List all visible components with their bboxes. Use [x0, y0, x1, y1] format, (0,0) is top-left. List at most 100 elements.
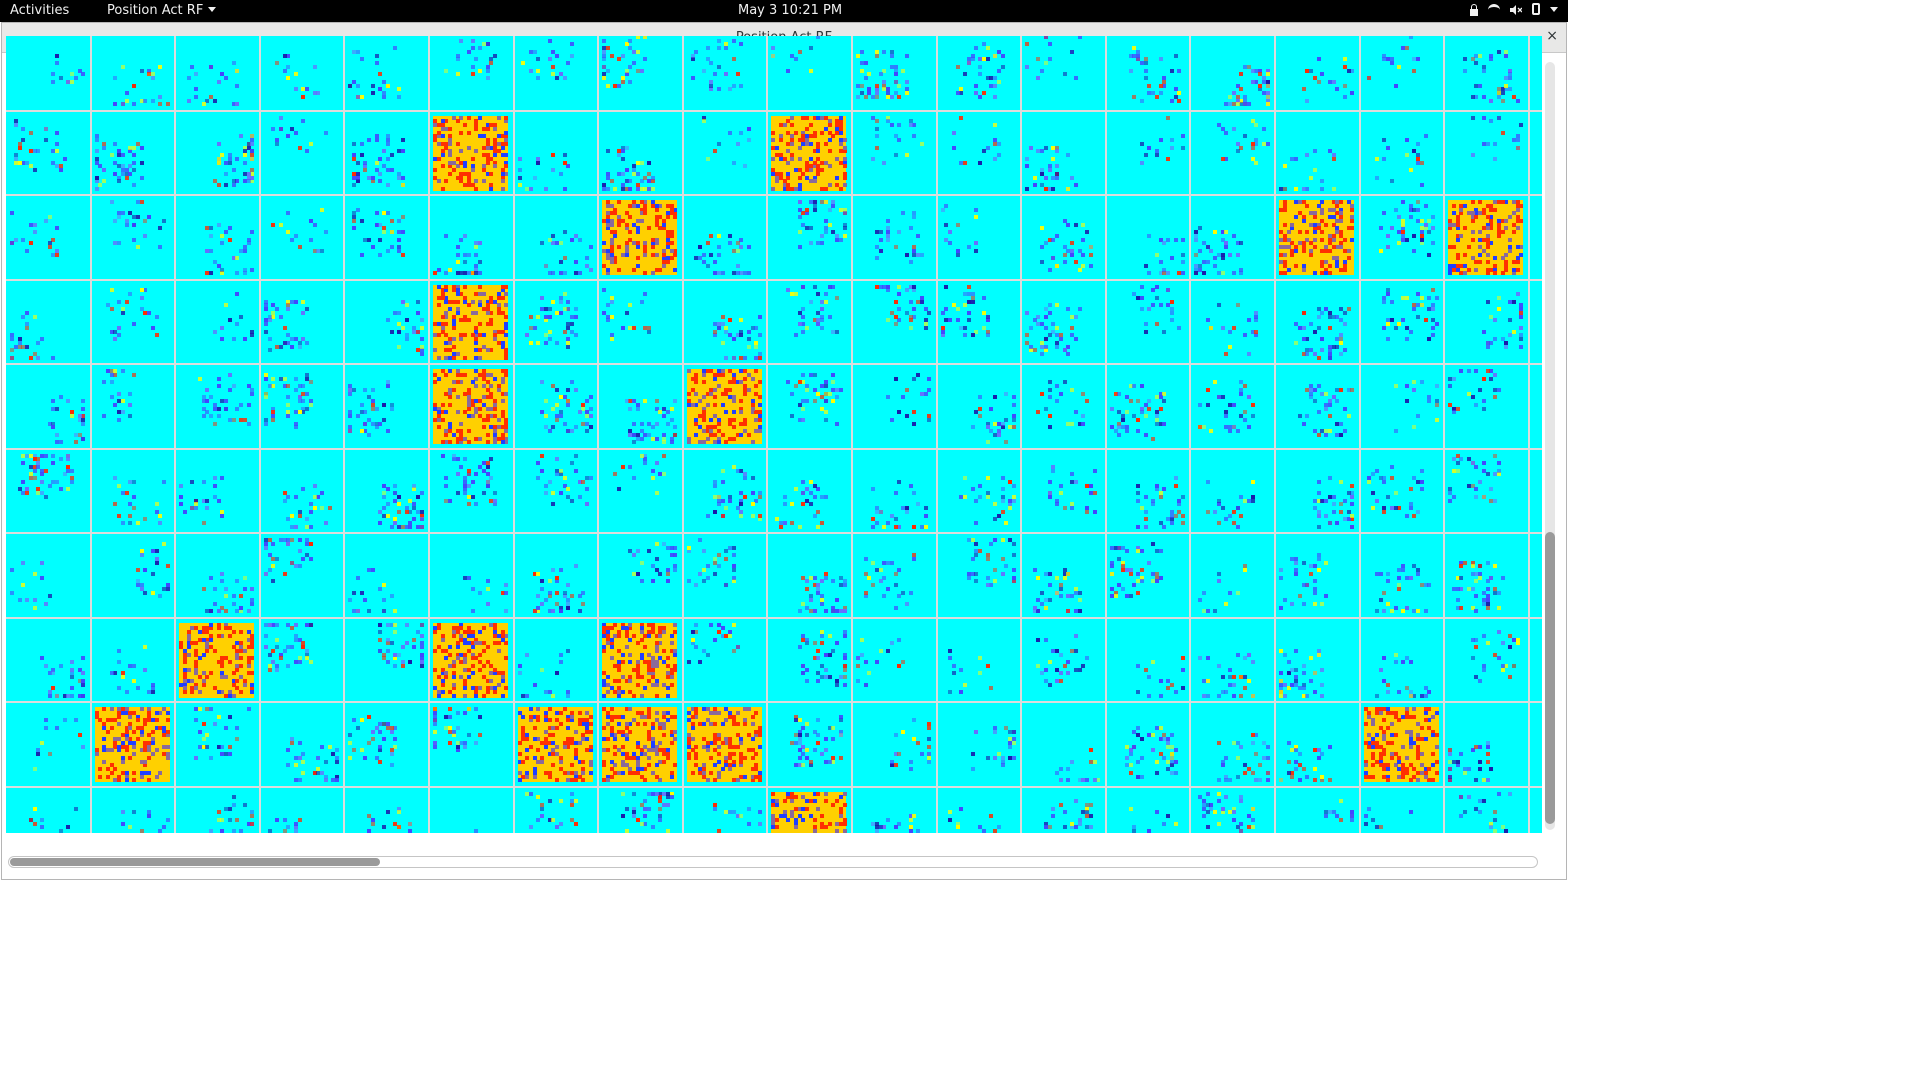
- rf-cell: [175, 618, 260, 703]
- rf-map-active: [1448, 200, 1523, 275]
- rf-cell: [429, 787, 514, 834]
- rf-cell: [1021, 36, 1106, 111]
- grid-divider: [1443, 36, 1445, 833]
- rf-cell: [260, 533, 345, 618]
- rf-cell: [937, 702, 1022, 787]
- rf-cell: [260, 36, 345, 111]
- rf-cell: [767, 618, 852, 703]
- rf-cell: [852, 280, 937, 365]
- rf-cell: [344, 787, 429, 834]
- rf-map-active: [518, 707, 593, 782]
- grid-divider: [1189, 36, 1191, 833]
- rf-cell: [1360, 533, 1445, 618]
- rf-cell: [683, 449, 768, 534]
- rf-cell: [1190, 533, 1275, 618]
- vertical-scrollbar-thumb[interactable]: [1545, 532, 1555, 824]
- rf-cell: [852, 533, 937, 618]
- rf-cell: [767, 787, 852, 834]
- rf-cell: [6, 364, 91, 449]
- rf-map-active: [771, 792, 846, 834]
- rf-cell: [852, 449, 937, 534]
- grid-divider: [936, 36, 938, 833]
- rf-map-active: [602, 707, 677, 782]
- rf-cell: [1444, 787, 1529, 834]
- rf-cell: [260, 195, 345, 280]
- rf-cell: [91, 787, 176, 834]
- rf-cell: [1360, 111, 1445, 196]
- rf-cell: [1021, 111, 1106, 196]
- rf-cell: [175, 280, 260, 365]
- rf-cell: [175, 36, 260, 111]
- rf-cell: [429, 449, 514, 534]
- rf-cell: [514, 449, 599, 534]
- rf-cell: [1106, 195, 1191, 280]
- rf-cell: [683, 195, 768, 280]
- rf-cell: [175, 111, 260, 196]
- rf-cell: [514, 618, 599, 703]
- top-bar: Activities Position Act RF May 3 10:21 P…: [0, 0, 1568, 22]
- rf-map-active: [1279, 200, 1354, 275]
- rf-cell: [1021, 195, 1106, 280]
- rf-cell: [6, 195, 91, 280]
- clock[interactable]: May 3 10:21 PM: [738, 3, 842, 18]
- rf-cell: [1275, 36, 1360, 111]
- horizontal-scrollbar[interactable]: [8, 856, 1538, 868]
- rf-cell: [1444, 280, 1529, 365]
- rf-cell: [1106, 364, 1191, 449]
- grid-divider: [6, 532, 1542, 534]
- rf-cell: [514, 364, 599, 449]
- activities-button[interactable]: Activities: [10, 3, 69, 18]
- wifi-icon: [1488, 4, 1500, 14]
- receptive-field-grid[interactable]: [6, 36, 1542, 833]
- rf-cell: [1444, 533, 1529, 618]
- rf-cell: [1360, 702, 1445, 787]
- rf-cell: [767, 111, 852, 196]
- rf-cell: [175, 449, 260, 534]
- rf-cell: [598, 449, 683, 534]
- horizontal-scrollbar-thumb[interactable]: [10, 858, 380, 866]
- rf-cell: [429, 195, 514, 280]
- system-tray[interactable]: [1470, 3, 1558, 15]
- rf-cell: [1190, 787, 1275, 834]
- rf-cell: [1106, 787, 1191, 834]
- rf-cell: [260, 618, 345, 703]
- rf-cell: [937, 364, 1022, 449]
- rf-cell: [6, 787, 91, 834]
- rf-cell: [598, 364, 683, 449]
- rf-cell: [514, 702, 599, 787]
- rf-cell: [1190, 618, 1275, 703]
- close-icon[interactable]: ×: [1546, 28, 1558, 44]
- rf-cell: [1444, 36, 1529, 111]
- rf-map-active: [179, 623, 254, 698]
- app-menu[interactable]: Position Act RF: [107, 3, 216, 18]
- rf-cell: [6, 533, 91, 618]
- rf-cell: [852, 195, 937, 280]
- rf-cell: [429, 618, 514, 703]
- rf-cell: [683, 787, 768, 834]
- rf-map-active: [602, 200, 677, 275]
- rf-cell: [1190, 364, 1275, 449]
- rf-cell: [598, 787, 683, 834]
- rf-cell: [175, 702, 260, 787]
- rf-cell: [429, 111, 514, 196]
- lock-icon: [1470, 9, 1478, 16]
- grid-divider: [6, 279, 1542, 281]
- rf-cell: [91, 111, 176, 196]
- rf-cell: [767, 36, 852, 111]
- rf-cell: [344, 533, 429, 618]
- chevron-down-icon: [208, 7, 216, 12]
- rf-cell: [1360, 195, 1445, 280]
- rf-cell: [175, 787, 260, 834]
- rf-cell: [91, 280, 176, 365]
- rf-cell: [937, 280, 1022, 365]
- rf-cell: [937, 449, 1022, 534]
- rf-cell: [429, 702, 514, 787]
- vertical-scrollbar[interactable]: [1545, 62, 1555, 830]
- app-menu-label: Position Act RF: [107, 3, 203, 18]
- rf-cell: [344, 36, 429, 111]
- grid-divider: [6, 701, 1542, 703]
- rf-cell: [175, 364, 260, 449]
- rf-cell: [767, 280, 852, 365]
- rf-cell: [1360, 280, 1445, 365]
- rf-cell: [683, 111, 768, 196]
